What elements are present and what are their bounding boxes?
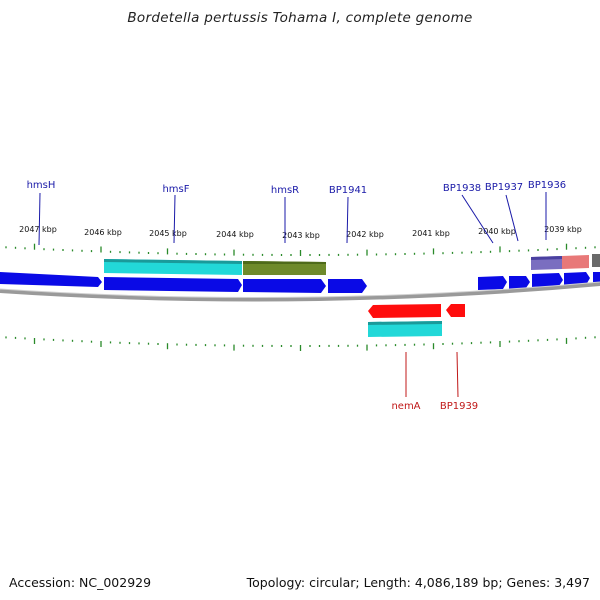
scale-label-2046: 2046 kbp bbox=[84, 228, 122, 237]
accession-text: Accession: NC_002929 bbox=[9, 575, 152, 590]
gene-label-BP1937[interactable]: BP1937 bbox=[485, 182, 523, 193]
feature-gray-block bbox=[592, 254, 600, 267]
feature-olive-block bbox=[243, 261, 326, 275]
gene-label-nemA[interactable]: nemA bbox=[391, 401, 420, 412]
scale-label-2042: 2042 kbp bbox=[346, 230, 384, 239]
reverse-strand bbox=[368, 304, 465, 318]
backbone-arc bbox=[0, 282, 600, 302]
forward-strand bbox=[0, 272, 600, 293]
feature-track bbox=[104, 254, 600, 275]
feature-cyan-reverse-edge bbox=[368, 321, 442, 325]
scale-label-2044: 2044 kbp bbox=[216, 230, 254, 239]
forward-gene[interactable] bbox=[564, 272, 590, 286]
reverse-gene[interactable] bbox=[368, 304, 441, 318]
scale-label-2043: 2043 kbp bbox=[282, 231, 320, 240]
scale-label-2047: 2047 kbp bbox=[19, 225, 57, 234]
gene-label-BP1941[interactable]: BP1941 bbox=[329, 185, 367, 196]
gene-label-hmsH[interactable]: hmsH bbox=[27, 180, 56, 191]
forward-gene[interactable] bbox=[104, 277, 242, 292]
gene-label-BP1939[interactable]: BP1939 bbox=[440, 401, 478, 412]
scale-label-2040: 2040 kbp bbox=[478, 227, 516, 236]
feature-pink-block bbox=[562, 255, 589, 269]
reverse-gene[interactable] bbox=[446, 304, 465, 317]
forward-gene[interactable] bbox=[328, 279, 367, 293]
feature-olive-edge bbox=[243, 261, 326, 264]
forward-gene[interactable] bbox=[0, 272, 102, 287]
feature-cyan-reverse bbox=[368, 321, 442, 337]
outer-tick-row bbox=[5, 243, 596, 256]
gene-label-hmsF[interactable]: hmsF bbox=[162, 184, 189, 195]
forward-labels: hmsH hmsF hmsR BP1941 BP1938 BP1937 BP19… bbox=[27, 180, 567, 196]
scale-label-2039: 2039 kbp bbox=[544, 225, 582, 234]
genome-info-text: Topology: circular; Length: 4,086,189 bp… bbox=[246, 575, 590, 590]
feature-cyan-edge bbox=[104, 259, 242, 264]
gene-label-hmsR[interactable]: hmsR bbox=[271, 185, 299, 196]
forward-gene[interactable] bbox=[509, 276, 530, 289]
map-title: Bordetella pertussis Tohama I, complete … bbox=[127, 10, 473, 26]
reverse-feature-track bbox=[368, 321, 442, 337]
inner-tick-row bbox=[5, 336, 596, 351]
backbone-arc-shadow bbox=[0, 281, 600, 299]
scale-label-2045: 2045 kbp bbox=[149, 229, 187, 238]
scale-labels: 2047 kbp 2046 kbp 2045 kbp 2044 kbp 2043… bbox=[19, 225, 582, 240]
reverse-leaders bbox=[405, 351, 459, 398]
feature-purple-edge bbox=[531, 256, 562, 260]
forward-gene[interactable] bbox=[478, 276, 507, 290]
forward-gene[interactable] bbox=[243, 279, 326, 293]
scale-label-2041: 2041 kbp bbox=[412, 229, 450, 238]
gene-label-BP1938[interactable]: BP1938 bbox=[443, 183, 481, 194]
reverse-labels: nemA BP1939 bbox=[391, 401, 478, 412]
gene-label-BP1936[interactable]: BP1936 bbox=[528, 180, 566, 191]
forward-gene[interactable] bbox=[532, 273, 563, 287]
forward-leaders bbox=[38, 192, 547, 246]
